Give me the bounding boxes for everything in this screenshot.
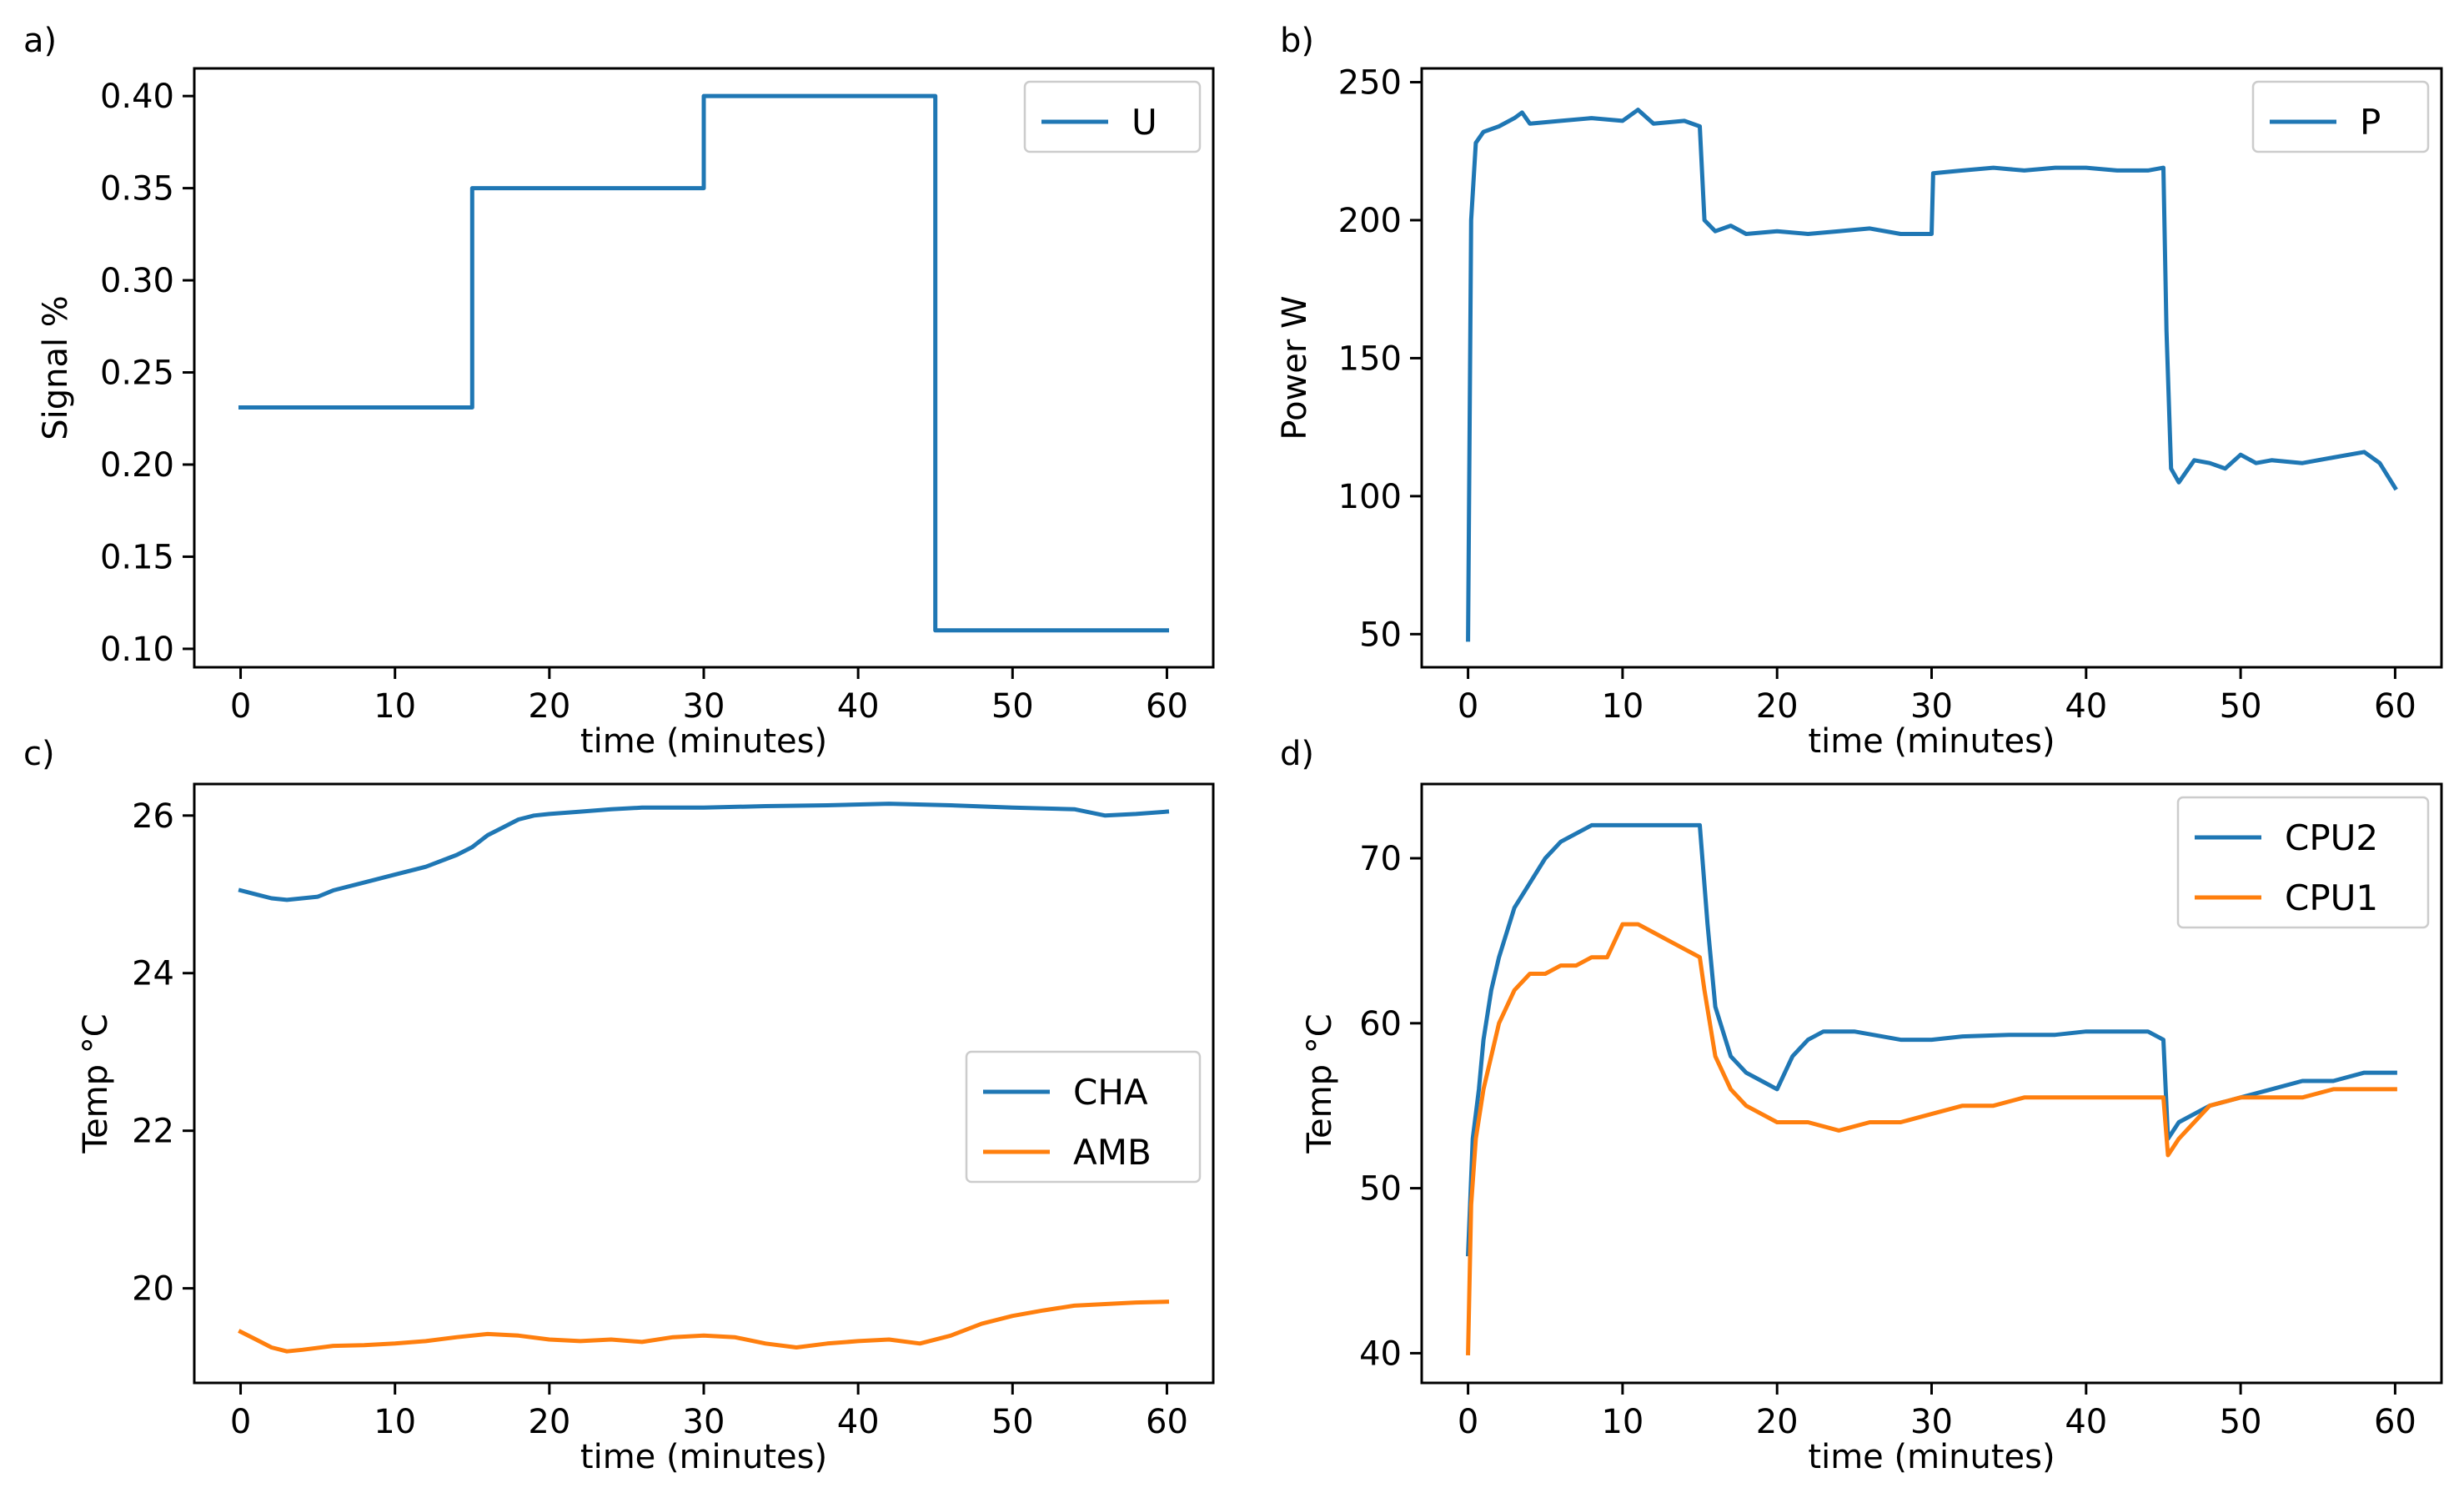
series-line-cha [238, 802, 1170, 902]
x-tick-label: 0 [230, 1403, 251, 1441]
y-tick-label: 250 [1338, 64, 1402, 103]
x-tick-label: 60 [1146, 1403, 1188, 1441]
x-tick-label: 60 [2374, 1403, 2416, 1441]
x-tick-label: 60 [1146, 687, 1188, 726]
panel-label: b) [1280, 22, 1314, 60]
chart-panel-3: c) 0 10 20 30 40 50 60 20 22 24 26 time (minutes) Tem… [23, 735, 1215, 1476]
x-tick-label: 10 [1601, 687, 1644, 726]
x-tick-label: 20 [1756, 1403, 1799, 1441]
series-group [238, 93, 1169, 633]
x-tick-label: 20 [528, 687, 570, 726]
y-tick-label: 22 [132, 1113, 174, 1151]
y-tick-label: 0.15 [100, 538, 174, 576]
y-axis-label: Temp °C [77, 1013, 115, 1154]
x-tick-label: 20 [1756, 687, 1799, 726]
y-tick-label: 60 [1359, 1005, 1402, 1043]
y-tick-label: 70 [1359, 840, 1402, 878]
legend: CPU2 CPU1 [2176, 796, 2430, 929]
legend: U [1023, 80, 1202, 153]
x-axis-label: time (minutes) [580, 722, 827, 761]
x-tick-label: 20 [528, 1403, 570, 1441]
x-axis-label: time (minutes) [1808, 1438, 2055, 1476]
y-tick-label: 150 [1338, 339, 1402, 378]
y-axis-label: Signal % [37, 295, 75, 440]
x-tick-label: 30 [1910, 687, 1953, 726]
x-tick-label: 40 [2065, 1403, 2107, 1441]
x-axis-label: time (minutes) [1808, 722, 2055, 761]
x-tick-label: 50 [2220, 687, 2262, 726]
y-tick-label: 24 [132, 955, 174, 993]
series-line-u [238, 93, 1169, 633]
legend-box [1023, 80, 1202, 153]
y-tick-label: 0.10 [100, 631, 174, 669]
y-tick-label: 0.30 [100, 262, 174, 300]
x-tick-label: 0 [1458, 1403, 1478, 1441]
x-tick-label: 40 [837, 1403, 880, 1441]
series-group [1466, 822, 2397, 1355]
x-tick-label: 40 [2065, 687, 2107, 726]
x-tick-label: 0 [230, 687, 251, 726]
series-line-cpu2 [1466, 822, 2397, 1257]
x-tick-label: 0 [1458, 687, 1478, 726]
x-tick-label: 10 [1601, 1403, 1644, 1441]
x-tick-label: 60 [2374, 687, 2416, 726]
y-tick-label: 0.35 [100, 170, 174, 209]
chart-panel-1: a) 0 10 20 30 40 50 60 0.10 0.15 0.20 0.25 0.30 0.35 0… [23, 22, 1215, 761]
legend-label-amb: AMB [1073, 1132, 1152, 1173]
series-line-p [1466, 108, 2398, 642]
legend-label-cpu2: CPU2 [2285, 817, 2378, 858]
chart-panel-2: b) 0 10 20 30 40 50 60 50 100 150 200 250 time (minut… [1276, 22, 2443, 761]
x-tick-label: 50 [2220, 1403, 2262, 1441]
legend-label-u: U [1132, 102, 1157, 143]
legend-label-cha: CHA [1073, 1072, 1148, 1113]
y-tick-label: 20 [132, 1270, 174, 1309]
legend-box [2176, 796, 2430, 929]
series-line-amb [238, 1299, 1170, 1354]
y-axis-label: Temp °C [1301, 1013, 1339, 1154]
y-tick-label: 26 [132, 797, 174, 836]
x-axis-label: time (minutes) [580, 1438, 827, 1476]
axes-frame [1420, 67, 2443, 669]
legend: CHA AMB [965, 1050, 1202, 1184]
legend-label-p: P [2360, 102, 2381, 143]
y-tick-label: 100 [1338, 478, 1402, 516]
series-line-cpu1 [1466, 922, 2397, 1355]
panel-label: d) [1280, 735, 1314, 773]
chart-panel-4: d) 0 10 20 30 40 50 60 40 50 60 70 time (minutes) Tem… [1280, 735, 2443, 1476]
x-tick-label: 10 [374, 687, 416, 726]
legend-box [965, 1050, 1202, 1184]
x-tick-label: 10 [374, 1403, 416, 1441]
panel-label: c) [23, 735, 55, 773]
y-tick-label: 50 [1359, 616, 1402, 654]
y-tick-label: 0.20 [100, 446, 174, 485]
x-tick-label: 50 [991, 687, 1034, 726]
y-tick-label: 0.40 [100, 78, 174, 116]
panel-label: a) [23, 22, 57, 60]
legend-label-cpu1: CPU1 [2285, 877, 2378, 918]
series-group [1466, 108, 2398, 642]
y-tick-label: 40 [1359, 1335, 1402, 1373]
series-group [238, 802, 1170, 1354]
y-axis-label: Power W [1276, 295, 1314, 440]
y-tick-label: 50 [1359, 1170, 1402, 1209]
y-tick-label: 200 [1338, 202, 1402, 240]
legend: P [2251, 80, 2430, 153]
x-tick-label: 30 [1910, 1403, 1953, 1441]
x-tick-label: 30 [683, 687, 725, 726]
x-tick-label: 50 [991, 1403, 1034, 1441]
legend-box [2251, 80, 2430, 153]
y-tick-label: 0.25 [100, 354, 174, 393]
x-tick-label: 40 [837, 687, 880, 726]
x-tick-label: 30 [683, 1403, 725, 1441]
